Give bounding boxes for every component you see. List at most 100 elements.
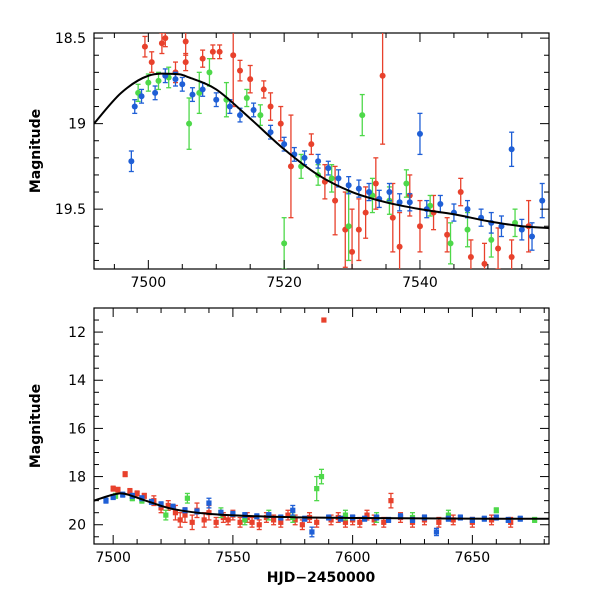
top-blue-point [464,199,471,219]
bottom-red-point [213,516,219,528]
top-red-point [355,198,362,262]
top-green-point [206,58,213,87]
top-red-point [287,114,294,219]
bottom-blue-marker [397,513,404,519]
top-green-marker [359,112,366,119]
top-blue-point [478,208,485,227]
top-green-marker [155,77,162,84]
bottom-green-point [493,507,499,514]
top-green-point [359,93,366,137]
top-red-point [362,186,369,239]
top-red-point [342,191,349,268]
top-ticks: 7500 7520 7540 18.5 19 19.5 [55,31,549,291]
bottom-blue-marker [139,495,145,501]
top-red-point [332,165,339,236]
top-red-marker [287,163,294,170]
bottom-blue-marker [194,508,200,515]
top-panel: Magnitude [28,32,550,270]
bottom-red-marker [388,498,394,504]
bottom-blue-point [290,504,296,516]
bottom-green-point [532,516,538,523]
top-red-marker [495,245,502,252]
top-blue-marker [315,158,322,165]
top-blue-marker [325,165,332,172]
bottom-red-marker [450,517,456,523]
top-green-point [145,73,152,92]
top-red-marker [182,59,189,66]
bottom-blue-point [103,497,109,504]
top-plot-frame [93,32,550,270]
top-blue-point [518,218,525,241]
top-model-curve [94,72,549,229]
bottom-red-marker [436,519,442,525]
top-red-marker [416,223,423,230]
bottom-blue-marker [493,514,499,521]
top-blue-marker [539,197,546,204]
bottom-green-point [318,468,325,485]
top-blue-marker [518,226,525,233]
bottom-blue-point [433,527,440,537]
bottom-x-tick-label: 7500 [95,550,131,566]
top-red-point [182,52,189,72]
top-blue-marker [199,86,206,93]
top-x-tick-label: 7500 [131,275,167,291]
top-blue-marker [301,154,308,161]
top-red-marker [349,248,356,255]
bottom-green-marker [445,512,452,518]
top-red-point [247,64,254,94]
top-blue-marker [529,233,536,240]
bottom-red-marker [285,512,291,518]
top-blue-marker [138,93,145,100]
bottom-model-curve [94,492,549,520]
top-blue-marker [396,199,403,206]
bottom-red-point [237,516,243,528]
bottom-red-point [189,514,195,531]
top-blue-point [213,92,220,108]
bottom-green-marker [493,507,499,513]
bottom-y-tick-label: 20 [68,518,86,534]
top-y-tick-label: 19 [68,117,86,133]
top-red-marker [308,141,315,148]
top-green-point [403,169,410,198]
top-red-point [182,33,189,56]
top-red-marker [237,67,244,74]
top-green-marker [345,223,352,230]
top-green-point [447,222,454,265]
top-blue-point [189,87,196,103]
bottom-red-marker [381,519,387,525]
top-blue-marker [386,189,393,196]
bottom-red-marker [134,490,140,497]
top-red-marker [199,55,206,62]
top-blue-point [325,160,332,176]
top-red-marker [141,43,148,50]
top-blue-point [450,203,457,222]
top-blue-point [152,85,159,101]
top-red-marker [182,38,189,45]
top-red-marker [396,243,403,250]
bottom-x-tick-label: 7550 [215,550,251,566]
top-red-marker [457,189,464,196]
top-blue-marker [281,141,288,148]
top-blue-marker [355,185,362,192]
top-blue-point [162,68,169,84]
top-blue-marker [464,206,471,213]
top-blue-point [131,99,138,115]
bottom-green-point [314,475,320,502]
top-red-point [308,133,315,156]
top-blue-point [416,112,423,156]
top-red-marker [362,209,369,216]
top-green-marker [145,79,152,86]
top-red-marker [162,35,169,42]
top-red-point [277,105,284,142]
bottom-blue-marker [505,517,511,523]
bottom-green-marker [314,486,320,492]
top-red-point [349,208,356,269]
bottom-red-point [450,514,456,526]
top-red-marker [467,254,474,261]
top-green-point [257,104,264,126]
bottom-blue-marker [158,501,164,507]
top-blue-point [396,193,403,212]
top-red-marker [267,103,274,110]
top-blue-marker [179,81,186,88]
top-blue-point [498,215,505,238]
